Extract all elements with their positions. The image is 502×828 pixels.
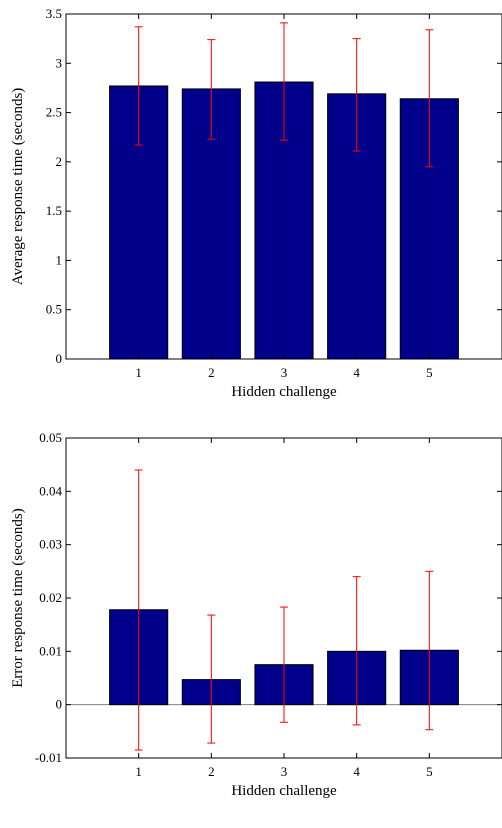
x-tick-label: 3	[281, 764, 288, 779]
x-tick-label: 1	[135, 764, 142, 779]
y-tick-label: 0.04	[39, 483, 62, 498]
x-tick-label: 1	[135, 365, 142, 380]
y-tick-label: -0.01	[35, 750, 62, 765]
y-axis-label: Error response time (seconds)	[10, 508, 26, 688]
y-tick-label: 0.02	[39, 590, 62, 605]
y-tick-label: 0.01	[39, 643, 62, 658]
y-tick-label: 0.05	[39, 430, 62, 445]
y-tick-label: 0	[56, 697, 63, 712]
x-tick-label: 5	[426, 365, 433, 380]
y-tick-label: 0.03	[39, 537, 62, 552]
error-response-time-chart: -0.01 0 0.01 0.02 0.03 0.04 0.05 1 2 3 4 5 Hidden …	[10, 430, 502, 799]
y-tick-label: 3	[56, 55, 63, 70]
y-tick-label: 1.5	[46, 203, 62, 218]
x-tick-label: 3	[281, 365, 288, 380]
x-tick-label: 2	[208, 365, 215, 380]
x-tick-label: 2	[208, 764, 215, 779]
y-tick-label: 3.5	[46, 6, 62, 21]
error-bars-group	[134, 469, 434, 751]
x-tick-label: 5	[426, 764, 433, 779]
y-tick-label: 2.5	[46, 105, 62, 120]
x-axis-label: Hidden challenge	[231, 783, 337, 799]
y-tick-label: 0.5	[46, 302, 62, 317]
x-ticks-group: 1 2 3 4 5	[135, 14, 433, 380]
x-tick-label: 4	[353, 764, 360, 779]
x-axis-label: Hidden challenge	[231, 384, 337, 400]
y-ticks-group: -0.01 0 0.01 0.02 0.03 0.04 0.05	[35, 430, 502, 765]
x-tick-label: 4	[353, 365, 360, 380]
y-tick-label: 1	[56, 252, 63, 267]
y-ticks-group: 0 0.5 1 1.5 2 2.5 3 3.5	[46, 6, 502, 366]
y-tick-label: 0	[56, 351, 63, 366]
y-tick-label: 2	[56, 154, 63, 169]
x-ticks-group: 1 2 3 4 5	[135, 438, 433, 779]
error-bars-group	[134, 22, 434, 168]
y-axis-label: Average response time (seconds)	[10, 88, 26, 286]
